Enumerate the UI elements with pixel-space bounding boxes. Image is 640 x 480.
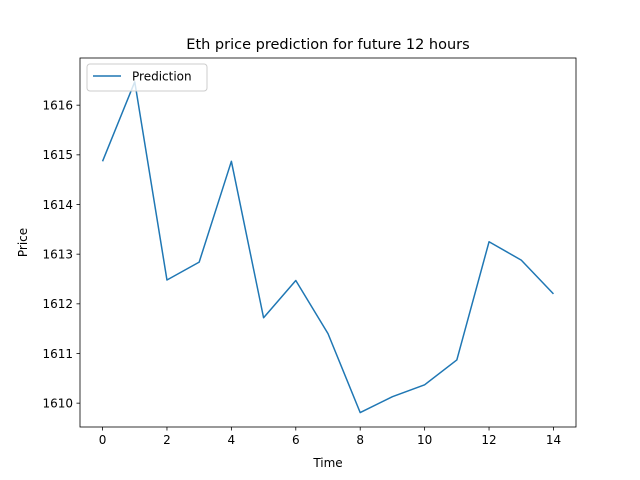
x-axis-label: Time	[312, 456, 342, 470]
x-tick-label: 2	[163, 433, 171, 447]
y-tick-label: 1610	[42, 396, 73, 410]
y-tick-label: 1612	[42, 297, 73, 311]
y-tick-label: 1614	[42, 198, 73, 212]
x-tick-label: 4	[228, 433, 236, 447]
y-tick-label: 1613	[42, 247, 73, 261]
x-tick-label: 8	[356, 433, 364, 447]
y-tick-label: 1611	[42, 347, 73, 361]
legend: Prediction	[86, 63, 208, 92]
series-line-prediction	[101, 81, 554, 414]
x-tick-label: 12	[481, 433, 496, 447]
y-axis-label: Price	[16, 228, 30, 257]
legend-box	[86, 63, 208, 92]
plot-area-frame	[79, 57, 577, 428]
x-tick-label: 0	[99, 433, 107, 447]
x-tick-label: 10	[417, 433, 432, 447]
y-tick-label: 1616	[42, 98, 73, 112]
chart-title: Eth price prediction for future 12 hours	[186, 37, 469, 53]
series-group	[101, 81, 554, 414]
y-tick-label: 1615	[42, 148, 73, 162]
legend-label-prediction: Prediction	[132, 70, 192, 84]
x-tick-label: 6	[292, 433, 300, 447]
x-axis: 0 2 4 6 8 10 12 14	[99, 427, 561, 447]
y-axis: 1610 1611 1612 1613 1614 1615 1616	[42, 98, 80, 410]
x-tick-label: 14	[546, 433, 561, 447]
